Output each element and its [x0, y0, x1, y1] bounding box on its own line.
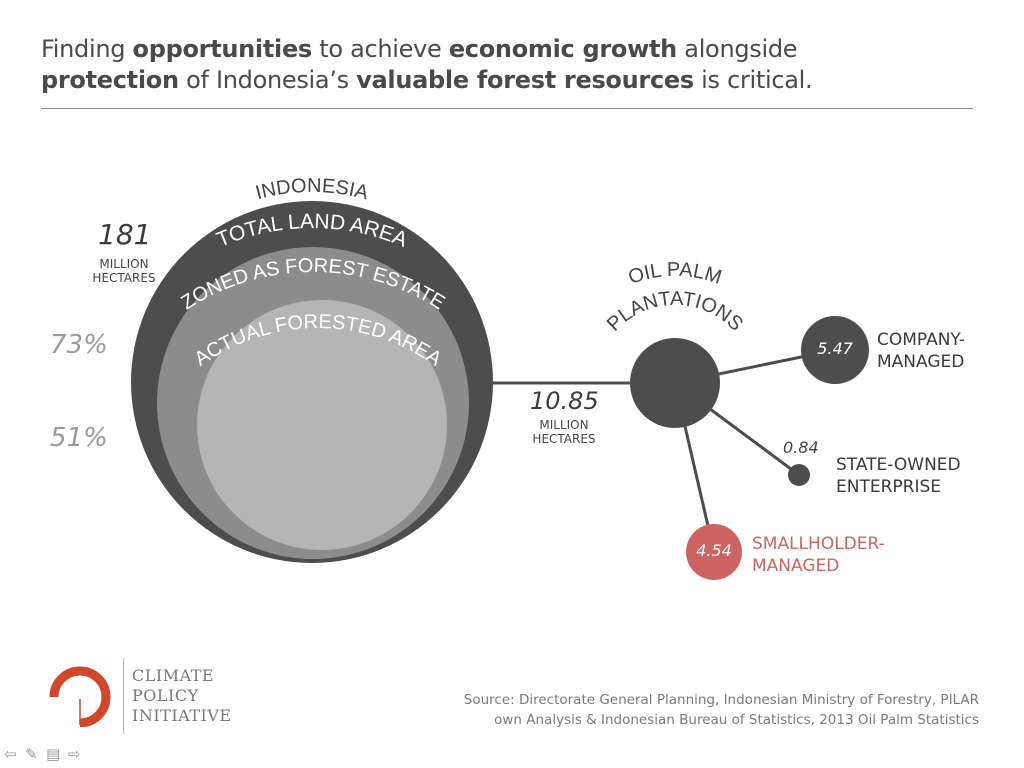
smallholder-circle: [686, 524, 742, 580]
cpi-logo-text: CLIMATE POLICY INITIATIVE: [132, 666, 232, 725]
state-circle: [788, 464, 810, 486]
title-divider: [41, 108, 973, 109]
oil-palm-circle: [630, 338, 720, 428]
smallholder-label: SMALLHOLDER- MANAGED: [752, 534, 885, 576]
arrow-right-icon[interactable]: ⇨: [68, 745, 81, 763]
state-label: STATE-OWNED ENTERPRISE: [836, 455, 961, 497]
indonesia-heading: INDONESIA: [253, 175, 371, 205]
pen-icon[interactable]: ✎: [25, 745, 38, 763]
forested-pct: 51%: [50, 423, 108, 453]
logo-divider: [123, 658, 124, 734]
arrow-left-icon[interactable]: ⇦: [4, 745, 17, 763]
title-line-1: Finding opportunities to achieve economi…: [41, 35, 798, 63]
menu-icon[interactable]: ▤: [46, 745, 61, 763]
forested-area-circle: [197, 300, 447, 550]
source-note: Source: Directorate General Planning, In…: [463, 692, 979, 728]
company-value: 5.47: [817, 339, 853, 358]
total-land-value: 181: [98, 218, 152, 251]
company-circle: [801, 316, 869, 384]
total-land-unit: MILLION HECTARES: [92, 257, 156, 285]
oil-palm-heading-1: OIL PALM: [626, 259, 725, 289]
slide-title: Finding opportunities to achieve economi…: [41, 34, 813, 96]
oil-palm-total-value: 10.85: [530, 387, 599, 415]
oil-palm-unit: MILLION HECTARES: [532, 418, 596, 446]
forest-estate-pct: 73%: [50, 330, 108, 360]
state-value: 0.84: [783, 438, 819, 457]
title-line-2: protection of Indonesia’s valuable fores…: [41, 66, 813, 94]
company-label: COMPANY- MANAGED: [877, 330, 965, 372]
oil-palm-heading-2: PLANTATIONS: [603, 288, 747, 336]
cpi-logo-icon: [49, 666, 111, 727]
smallholder-value: 4.54: [696, 541, 732, 560]
